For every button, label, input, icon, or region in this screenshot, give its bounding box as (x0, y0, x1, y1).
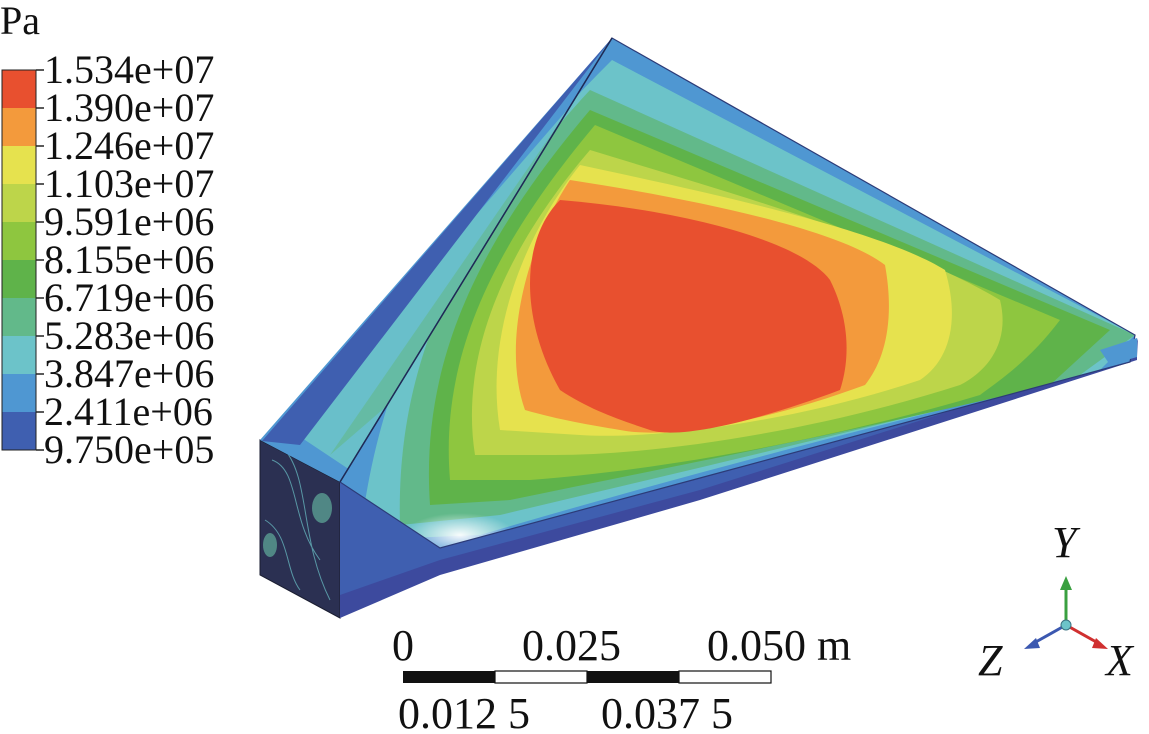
legend-swatch (2, 374, 36, 412)
legend-label: 9.591e+06 (44, 199, 214, 244)
legend-swatch (2, 298, 36, 336)
legend-swatches (1, 69, 37, 451)
z-axis-arrow (1024, 638, 1040, 649)
legend-label: 1.246e+07 (44, 123, 214, 168)
legend-label: 2.411e+06 (44, 389, 213, 434)
legend-swatch (2, 184, 36, 222)
legend-swatch (2, 260, 36, 298)
legend-label: 1.103e+07 (44, 161, 214, 206)
triad-origin (1060, 619, 1072, 631)
legend-swatch (2, 70, 36, 108)
scale-label-0: 0 (392, 621, 414, 670)
scale-label-0050: 0.050 m (707, 621, 851, 670)
legend-label: 1.390e+07 (44, 85, 214, 130)
scale-segment-1 (403, 671, 495, 683)
legend-unit: Pa (0, 0, 40, 43)
legend-label: 1.534e+07 (44, 47, 214, 92)
scale-label-00375: 0.037 5 (601, 689, 733, 734)
legend-label: 6.719e+06 (44, 275, 214, 320)
scale-label-00125: 0.012 5 (398, 689, 530, 734)
y-axis-arrow (1060, 576, 1072, 590)
legend-label: 9.750e+05 (44, 427, 214, 472)
scale-segment-2 (494, 670, 588, 684)
legend-swatch (2, 108, 36, 146)
z-axis-label: Z (978, 636, 1003, 685)
scale-segment-4 (678, 670, 772, 684)
y-axis-label: Y (1052, 518, 1081, 567)
scale-segment-3 (587, 671, 679, 683)
legend-swatch (2, 336, 36, 374)
axes-triad: Y Z X (978, 518, 1135, 685)
legend-labels: 1.534e+071.390e+071.246e+071.103e+079.59… (36, 47, 214, 472)
x-axis-label: X (1104, 636, 1135, 685)
color-legend: Pa 1.534e+071.390e+071.246e+071.103e+079… (0, 0, 214, 472)
stress-model (259, 37, 1138, 619)
legend-label: 8.155e+06 (44, 237, 214, 282)
z-axis-line (1033, 623, 1067, 645)
legend-label: 5.283e+06 (44, 313, 214, 358)
scale-label-0025: 0.025 (522, 621, 621, 670)
legend-label: 3.847e+06 (44, 351, 214, 396)
scale-bar: 0 0.025 0.050 m 0.012 5 0.037 5 (392, 621, 851, 734)
legend-swatch (2, 146, 36, 184)
legend-swatch (2, 222, 36, 260)
x-axis-arrow (1092, 638, 1108, 649)
x-axis-line (1065, 623, 1099, 645)
legend-swatch (2, 412, 36, 450)
